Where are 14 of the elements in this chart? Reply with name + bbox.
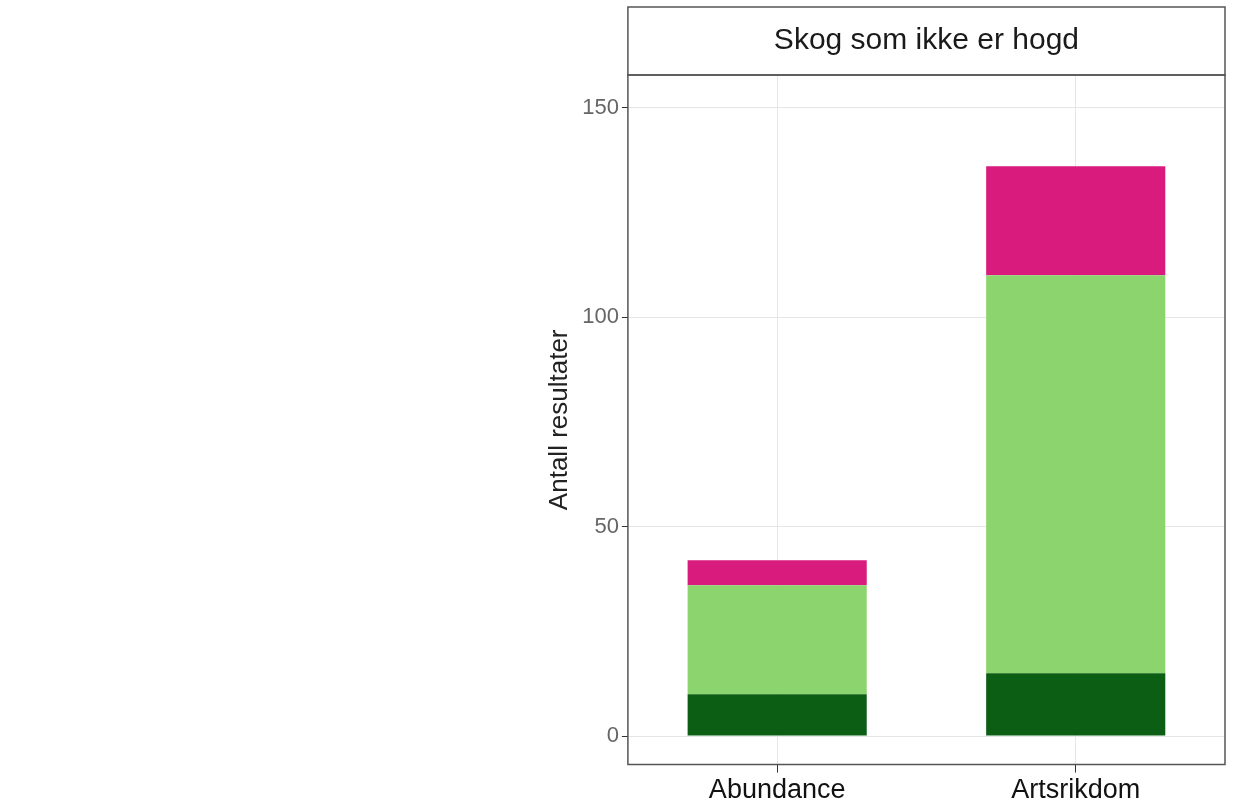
bar — [986, 166, 1166, 276]
bar — [986, 275, 1166, 674]
y-tick-label: 0 — [606, 722, 619, 748]
y-tick-label: 50 — [594, 512, 619, 538]
y-axis-title: Antall resultater — [542, 329, 573, 511]
x-tick-label: Abundance — [708, 774, 846, 805]
y-tick-label: 100 — [582, 303, 619, 329]
y-tick-label: 150 — [582, 93, 619, 119]
chart-title: Skog som ikke er hogd — [773, 22, 1080, 56]
bar — [687, 560, 867, 586]
bar — [687, 694, 867, 736]
x-tick-label: Artsrikdom — [1011, 774, 1141, 805]
bar — [687, 585, 867, 695]
bar — [986, 673, 1166, 736]
